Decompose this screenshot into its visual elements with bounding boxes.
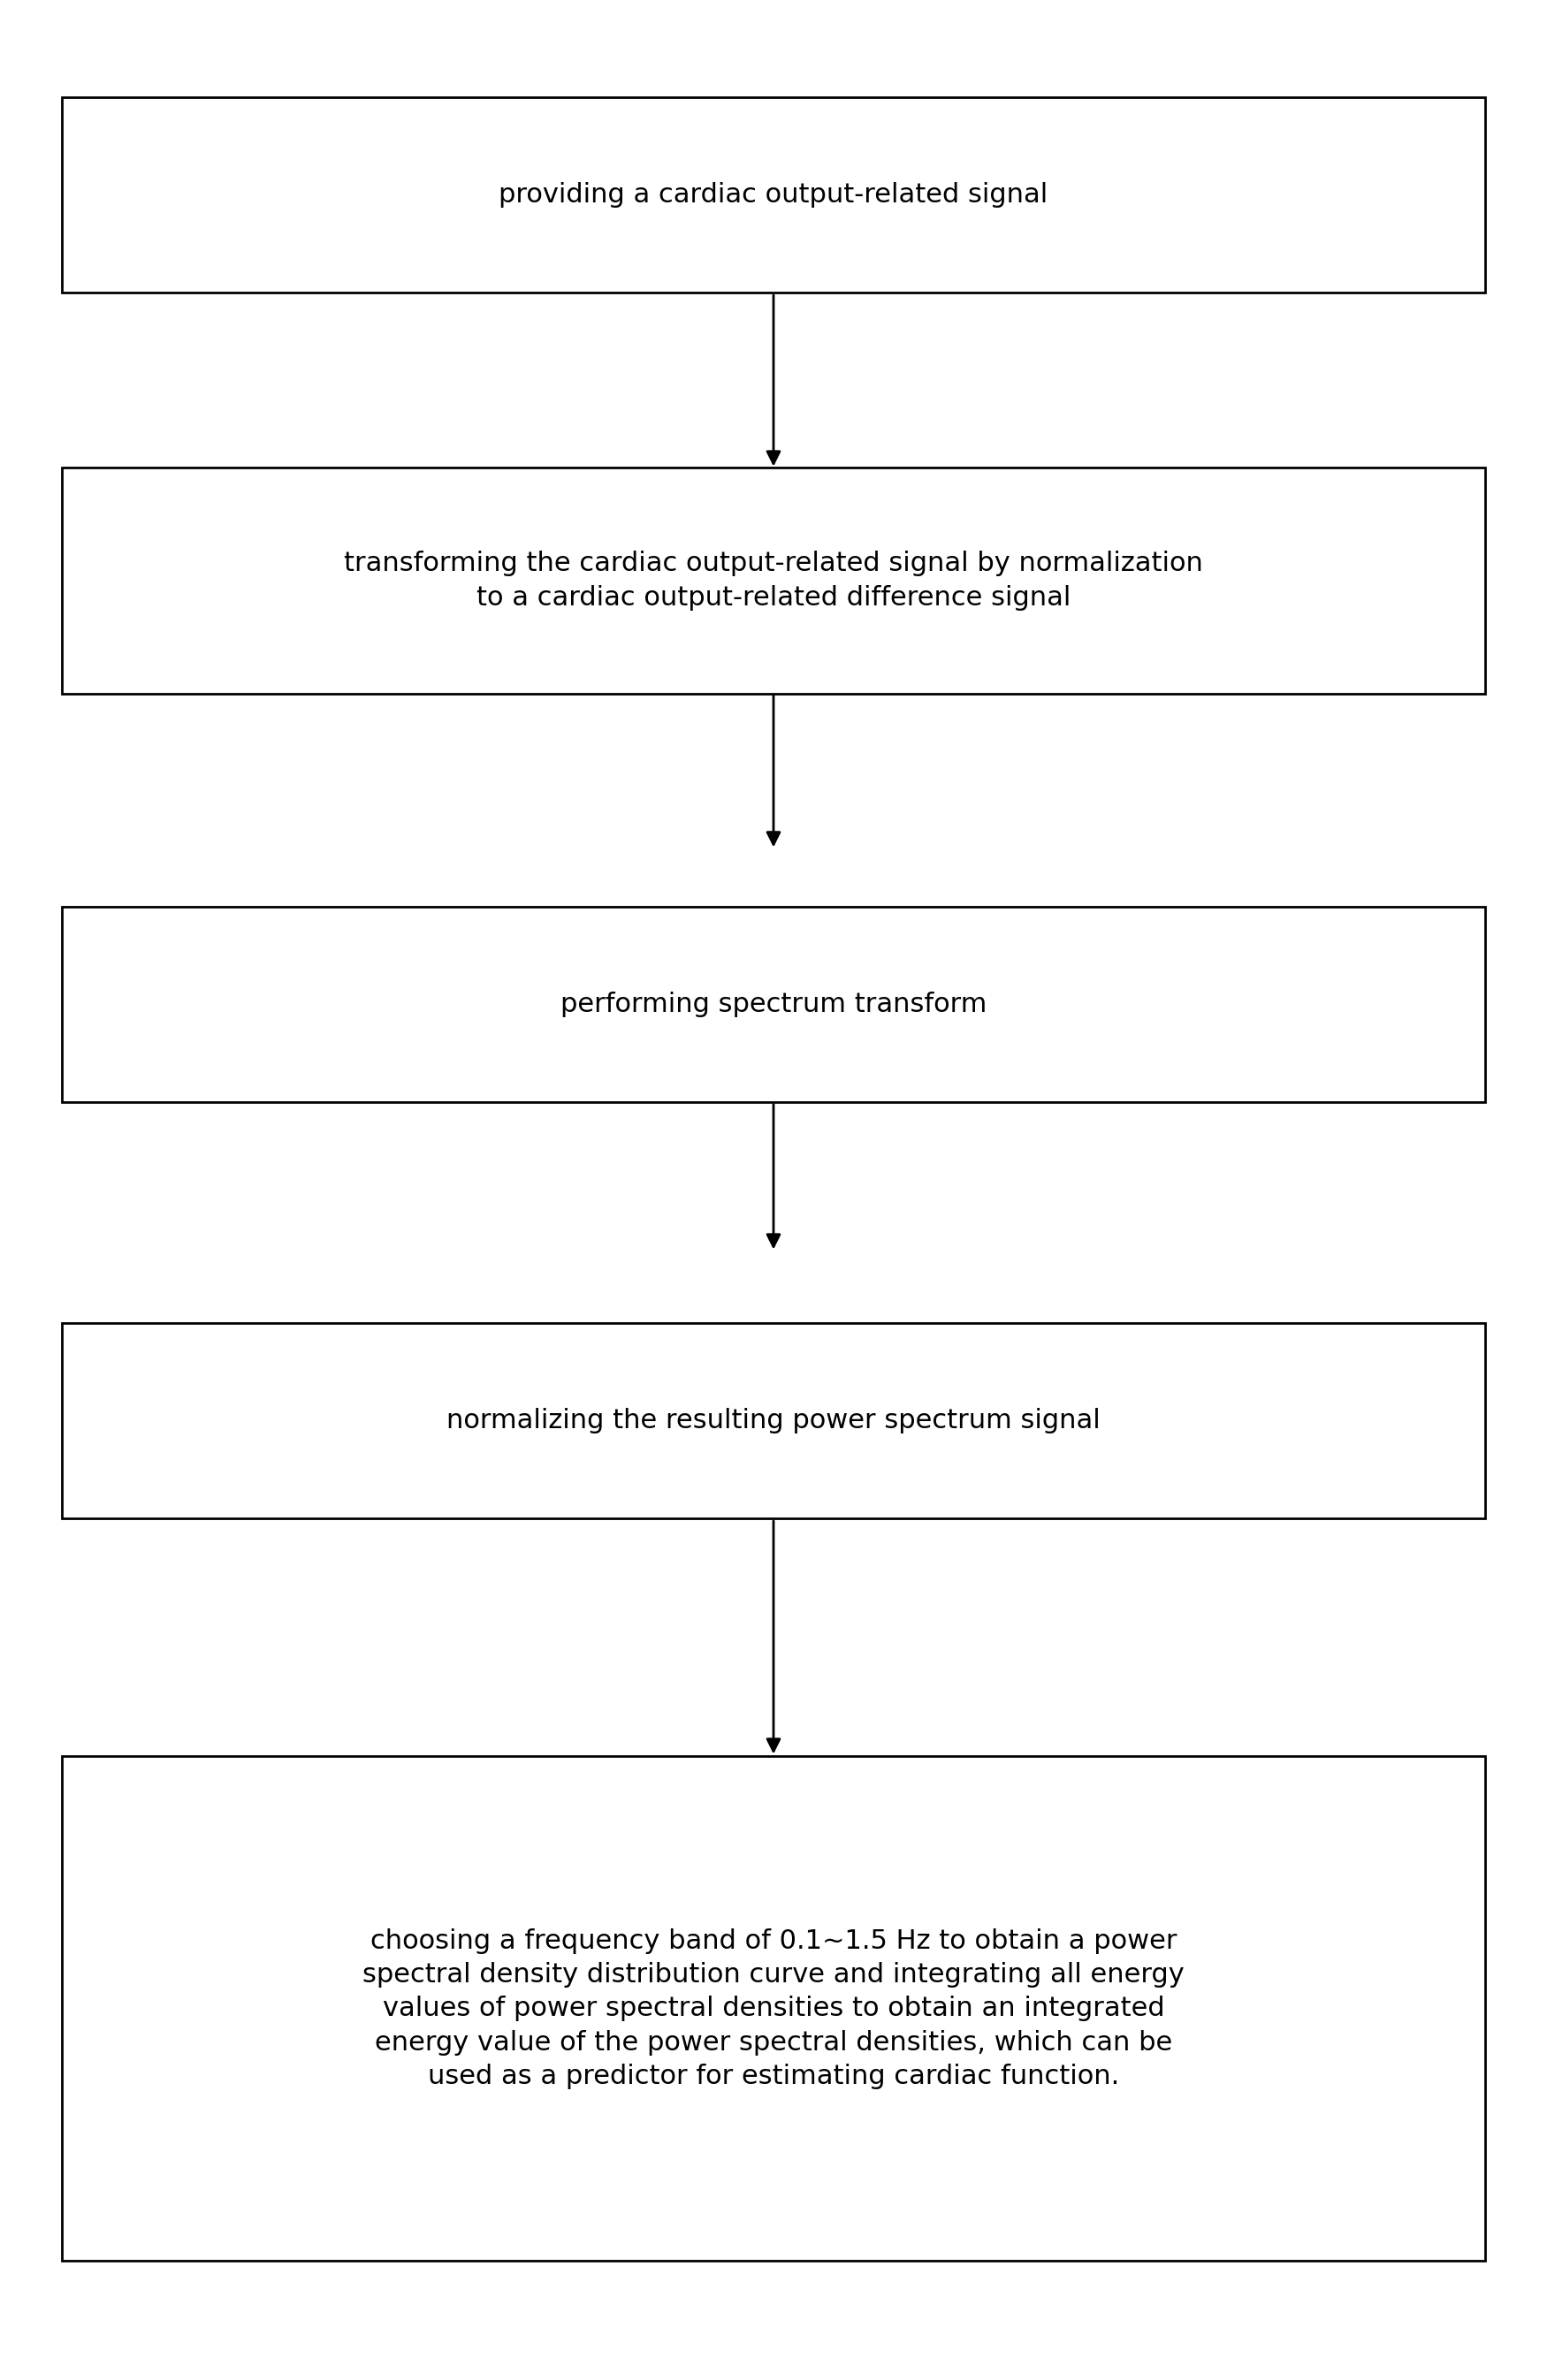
Bar bbox=[62, 1756, 1485, 2261]
Text: choosing a frequency band of 0.1~1.5 Hz to obtain a power
spectral density distr: choosing a frequency band of 0.1~1.5 Hz … bbox=[362, 1928, 1185, 2090]
Bar bbox=[62, 907, 1485, 1102]
Bar bbox=[62, 1323, 1485, 1518]
Text: providing a cardiac output-related signal: providing a cardiac output-related signa… bbox=[498, 183, 1049, 207]
Text: performing spectrum transform: performing spectrum transform bbox=[560, 992, 987, 1016]
Text: normalizing the resulting power spectrum signal: normalizing the resulting power spectrum… bbox=[447, 1409, 1100, 1433]
Bar bbox=[62, 98, 1485, 293]
Text: transforming the cardiac output-related signal by normalization
to a cardiac out: transforming the cardiac output-related … bbox=[343, 552, 1204, 609]
Bar bbox=[62, 466, 1485, 695]
